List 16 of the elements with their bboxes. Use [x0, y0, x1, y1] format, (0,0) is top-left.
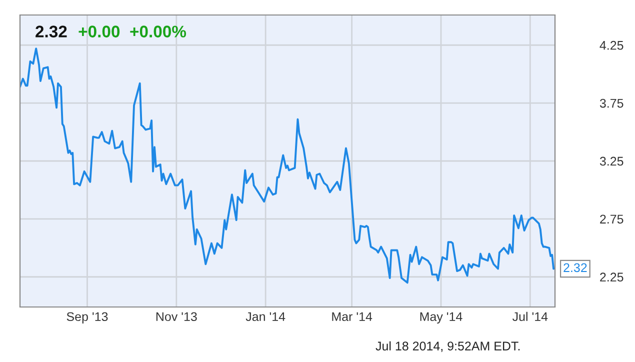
line-series [20, 48, 555, 284]
chart-subtitle: +0.00 +0.00% [78, 26, 186, 38]
annotation: 2.32 [564, 263, 587, 272]
x-tick-label: Sep '13 [66, 312, 108, 324]
y-tick-label: 2.75 [600, 214, 624, 224]
text: Jul 18 2014, 9:52AM EDT. [376, 341, 520, 352]
x-tick-label: Nov '13 [156, 312, 197, 322]
y-tick-label: 3.25 [600, 156, 624, 166]
x-tick-label: Jan '14 [246, 312, 286, 322]
y-tick-label: 4.25 [600, 40, 624, 50]
y-tick-label: 2.25 [600, 272, 624, 282]
x-tick-label: Jul '14 [512, 312, 548, 322]
x-tick-label: May '14 [420, 312, 462, 324]
chart-title: 2.32 [36, 26, 67, 38]
x-tick-label: Mar '14 [332, 312, 372, 322]
y-tick-label: 3.75 [600, 98, 624, 108]
